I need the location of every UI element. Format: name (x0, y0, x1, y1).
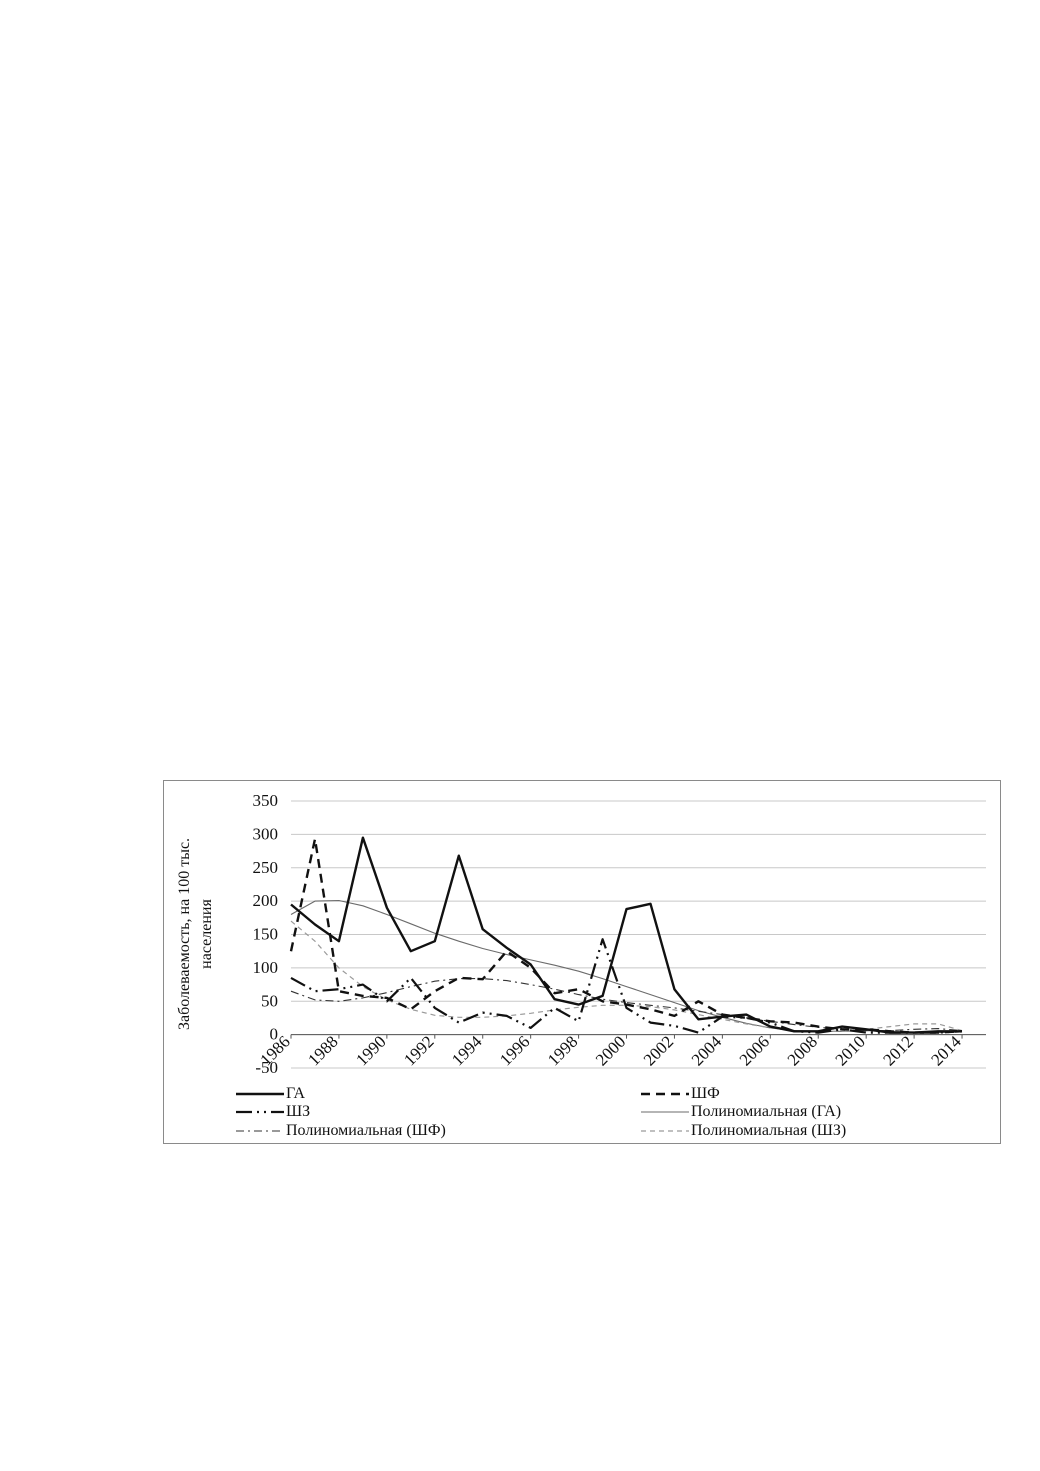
legend-swatch (641, 1111, 689, 1113)
series-line-6 (290, 920, 963, 1032)
y-tick-label: 250 (253, 858, 279, 877)
x-tick-label: 2004 (688, 1032, 726, 1070)
legend-swatch (641, 1130, 689, 1132)
chart-container: -50 0 50 100 150 200 250 300 350 1986 1988 1990 1992… (163, 780, 1001, 1144)
y-tick-label: 150 (253, 925, 279, 944)
x-tick-label: 2014 (927, 1032, 965, 1070)
series-line-3 (290, 938, 963, 1034)
x-tick-label: 2006 (736, 1032, 773, 1069)
x-tick-label: 2012 (879, 1032, 916, 1069)
legend-label: Полиномиальная (ГА) (691, 1103, 842, 1120)
legend-item: ШЗ (236, 1103, 310, 1121)
x-tick-label: 1988 (304, 1032, 341, 1069)
legend-swatch (641, 1092, 689, 1096)
legend-label: Полиномиальная (ШФ) (286, 1122, 446, 1139)
x-tick-label: 1990 (352, 1032, 389, 1069)
legend-label: ШЗ (286, 1103, 311, 1120)
series-line-1 (290, 836, 962, 1034)
x-tick-label: 1998 (544, 1032, 581, 1069)
legend-swatch (236, 1092, 284, 1096)
series-line-4 (290, 899, 963, 1034)
legend-label: ГА (286, 1085, 306, 1102)
legend-item: Полиномиальная (ШЗ) (641, 1122, 846, 1140)
legend-label: ШФ (691, 1085, 720, 1102)
x-tick-label: 1992 (400, 1032, 437, 1069)
y-tick-label: 50 (261, 991, 278, 1010)
legend-swatch (236, 1130, 284, 1132)
x-tick-label: 2002 (640, 1032, 677, 1069)
y-axis-title: Заболеваемость, на 100 тыс. (176, 838, 193, 1030)
y-tick-label: 300 (253, 824, 279, 843)
series-line-5 (290, 978, 963, 1032)
y-tick-label: -50 (255, 1058, 278, 1077)
x-tick-label: 2010 (832, 1032, 869, 1069)
x-tick-label: 2000 (592, 1032, 629, 1069)
legend-item: ГА (236, 1085, 305, 1103)
y-tick-label: 350 (253, 791, 279, 810)
y-axis-title: населения (198, 899, 215, 969)
legend-label: Полиномиальная (ШЗ) (691, 1122, 847, 1139)
chart-legend: ГА ШФ ШЗ Полиномиальная (ГА) Полиномиальная … (236, 1085, 996, 1143)
legend-item: ШФ (641, 1085, 720, 1103)
y-tick-label: 0 (270, 1025, 279, 1044)
legend-item: Полиномиальная (ГА) (641, 1103, 841, 1121)
legend-swatch (236, 1110, 284, 1114)
x-tick-label: 1994 (448, 1032, 486, 1070)
y-tick-label: 200 (253, 891, 279, 910)
x-tick-label: 2008 (784, 1032, 821, 1069)
y-tick-label: 100 (253, 958, 279, 977)
x-tick-label: 1996 (496, 1032, 533, 1069)
legend-item: Полиномиальная (ШФ) (236, 1122, 446, 1140)
